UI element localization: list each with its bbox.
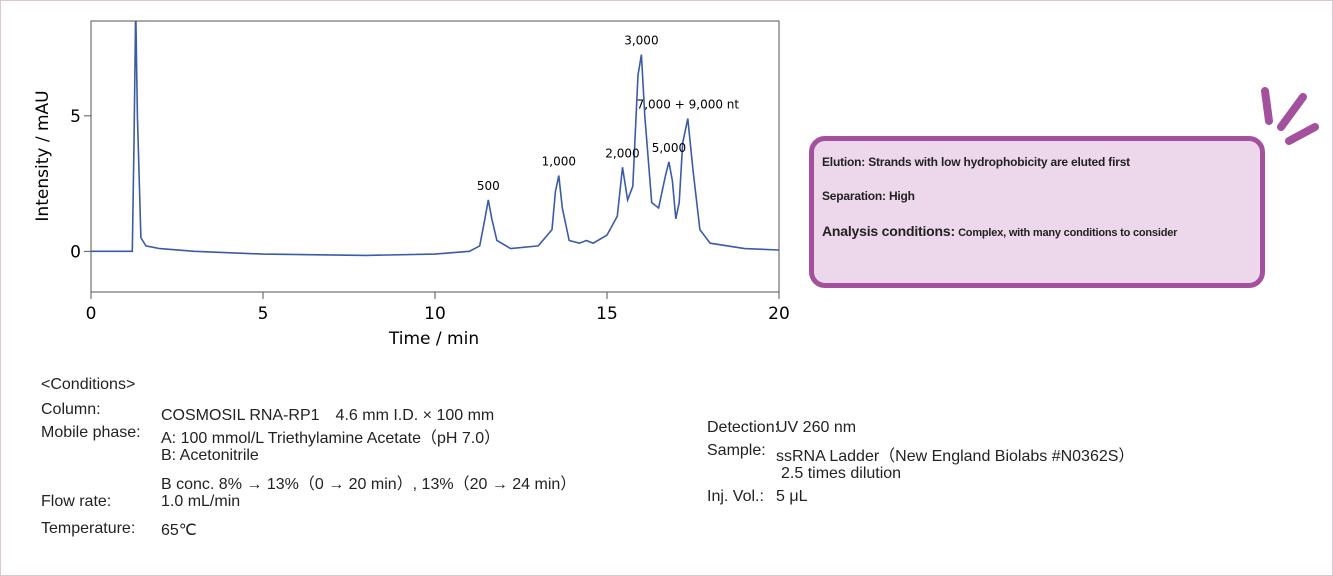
panel-label: Analysis conditions: bbox=[822, 223, 955, 239]
peak-label: 5,000 bbox=[652, 141, 686, 155]
condition-label: Detection: bbox=[707, 419, 780, 436]
condition-label: Temperature: bbox=[41, 520, 136, 537]
condition-value: UV 260 nm bbox=[776, 419, 857, 436]
condition-label: Inj. Vol.: bbox=[707, 488, 764, 505]
info-panel: Elution: Strands with low hydrophobicity… bbox=[809, 136, 1265, 288]
trace bbox=[91, 21, 779, 257]
panel-text: High bbox=[888, 189, 915, 203]
x-tick-label: 0 bbox=[86, 304, 97, 324]
x-tick-label: 20 bbox=[768, 304, 790, 324]
condition-value: 65℃ bbox=[161, 522, 197, 539]
condition-label: Column: bbox=[41, 401, 101, 418]
y-tick-label: 0 bbox=[70, 242, 81, 262]
panel-line: Separation: High bbox=[822, 189, 915, 203]
condition-value: ssRNA Ladder（New England Biolabs #N0362S… bbox=[776, 448, 1135, 465]
condition-label: Mobile phase: bbox=[41, 424, 141, 441]
x-tick-label: 10 bbox=[424, 304, 446, 324]
panel-line: Analysis conditions: Complex, with many … bbox=[822, 223, 1177, 239]
condition-value: B conc. 8% → 13%（0 → 20 min）, 13%（20 → 2… bbox=[161, 476, 577, 493]
condition-value: A: 100 mmol/L Triethylamine Acetate（pH 7… bbox=[161, 430, 501, 447]
peak-label: 2,000 bbox=[605, 146, 639, 160]
conditions-heading: <Conditions> bbox=[41, 376, 136, 393]
x-axis-label: Time / min bbox=[388, 329, 479, 349]
y-tick-label: 5 bbox=[70, 107, 81, 127]
y-axis-label: Intensity / mAU bbox=[33, 90, 53, 221]
peak-label: 7,000 + 9,000 nt bbox=[637, 98, 740, 112]
panel-text: Strands with low hydrophobicity are elut… bbox=[868, 155, 1130, 169]
condition-value: 1.0 mL/min bbox=[161, 493, 241, 510]
peak-label: 500 bbox=[477, 179, 500, 193]
condition-label: Sample: bbox=[707, 442, 766, 459]
condition-value: 2.5 times dilution bbox=[781, 465, 902, 482]
x-tick-label: 5 bbox=[258, 304, 269, 324]
emphasis-icon bbox=[1261, 87, 1319, 145]
panel-line: Elution: Strands with low hydrophobicity… bbox=[822, 155, 1130, 169]
panel-text: Complex, with many conditions to conside… bbox=[958, 227, 1178, 239]
panel-label: Separation: bbox=[822, 189, 886, 203]
condition-value: COSMOSIL RNA-RP1 4.6 mm I.D. × 100 mm bbox=[161, 407, 495, 424]
condition-value: B: Acetonitrile bbox=[161, 447, 259, 464]
peak-label: 3,000 bbox=[624, 34, 658, 48]
peak-label: 1,000 bbox=[542, 154, 576, 168]
condition-value: 5 μL bbox=[776, 488, 808, 505]
chart: Time / min Intensity / mAU 0 5 10 15 20 0 5 500… bbox=[33, 20, 790, 349]
condition-label: Flow rate: bbox=[41, 493, 112, 510]
x-tick-label: 15 bbox=[596, 304, 618, 324]
panel-label: Elution: bbox=[822, 155, 866, 169]
